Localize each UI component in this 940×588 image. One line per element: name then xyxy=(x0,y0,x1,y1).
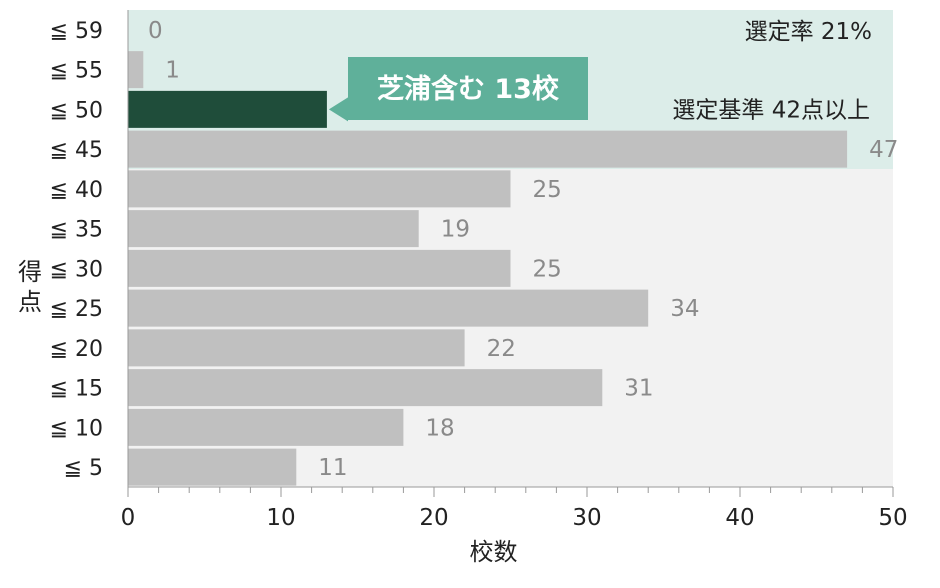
bar xyxy=(128,249,511,287)
data-label: 25 xyxy=(533,256,562,282)
y-tick-label: ≦ 15 xyxy=(50,377,103,402)
x-tick-label: 40 xyxy=(725,505,754,531)
y-tick-label: ≦ 20 xyxy=(50,337,103,362)
bar xyxy=(128,210,419,248)
bars: 01 47 25 19 25 34 22 31 18 11 xyxy=(128,18,898,486)
bar xyxy=(128,408,404,446)
data-label: 34 xyxy=(670,296,699,322)
y-tick-label: ≦ 40 xyxy=(50,178,103,203)
callout: 芝浦含む 13校 xyxy=(328,57,588,122)
callout-pointer xyxy=(328,97,348,122)
callout-box xyxy=(348,57,588,120)
y-tick-label: ≦ 50 xyxy=(50,98,103,123)
data-label: 47 xyxy=(869,137,898,163)
x-tick-label: 0 xyxy=(121,505,136,531)
y-tick-label: ≦ 59 xyxy=(50,19,103,44)
y-tick-label: ≦ 35 xyxy=(50,218,103,243)
data-label: 31 xyxy=(624,376,653,402)
bar xyxy=(128,51,144,89)
y-tick-label: ≦ 10 xyxy=(50,416,103,441)
y-tick-label: ≦ 5 xyxy=(64,456,103,481)
bar xyxy=(128,130,848,168)
y-tick-label: ≦ 25 xyxy=(50,297,103,322)
x-tick-label: 30 xyxy=(572,505,601,531)
data-label: 19 xyxy=(441,217,470,243)
selection-rate-label: 選定率 21% xyxy=(745,19,872,45)
y-axis-title: 得点 xyxy=(18,258,42,316)
x-tick-label: 50 xyxy=(878,505,907,531)
bar xyxy=(128,289,649,327)
x-axis: 0 10 20 30 40 50 xyxy=(121,486,908,531)
data-label: 22 xyxy=(487,336,516,362)
data-label: 25 xyxy=(533,177,562,203)
y-tick-label: ≦ 55 xyxy=(50,59,103,84)
x-tick-label: 10 xyxy=(266,505,295,531)
bar xyxy=(128,170,511,208)
highlight-bar xyxy=(128,90,327,128)
y-tick-label: ≦ 45 xyxy=(50,138,103,163)
y-tick-label: ≦ 30 xyxy=(50,257,103,282)
callout-label: 芝浦含む 13校 xyxy=(377,73,559,105)
bar xyxy=(128,329,465,367)
y-axis: ≦ 59 ≦ 55 ≦ 50 ≦ 45 ≦ 40 ≦ 35 ≦ 30 ≦ 25 ≦ 20 ≦ 15… xyxy=(50,10,129,487)
data-label: 0 xyxy=(148,18,163,44)
data-label: 18 xyxy=(425,415,454,441)
selection-criteria-label: 選定基準 42点以上 xyxy=(672,97,870,123)
data-label: 1 xyxy=(165,58,180,84)
bar xyxy=(128,448,297,486)
x-tick-label: 20 xyxy=(419,505,448,531)
data-label: 11 xyxy=(318,455,347,481)
bar xyxy=(128,369,603,407)
x-axis-title: 校数 xyxy=(470,538,518,566)
